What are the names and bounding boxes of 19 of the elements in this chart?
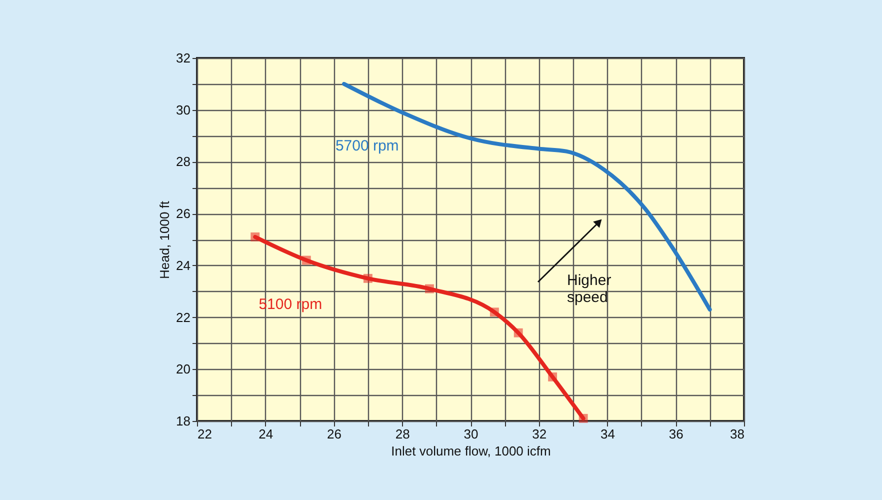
x-tick-label: 36 <box>668 426 684 442</box>
y-tick-label: 18 <box>176 414 190 428</box>
x-tick-label: 24 <box>258 426 274 442</box>
y-tick-label: 20 <box>176 362 190 377</box>
x-tick-label: 32 <box>532 426 547 442</box>
y-tick-label: 32 <box>176 50 190 66</box>
x-tick-label: 34 <box>600 426 615 442</box>
x-tick-label: 26 <box>327 426 342 442</box>
x-tick-label: 22 <box>198 426 212 442</box>
y-tick-label: 30 <box>176 102 190 118</box>
x-axis-title: Inlet volume flow, 1000 icfm <box>391 444 551 458</box>
x-tick-label: 38 <box>730 426 744 442</box>
x-tick-label: 28 <box>395 426 410 442</box>
y-tick-label: 26 <box>176 206 190 222</box>
y-tick-label: 28 <box>176 154 190 170</box>
y-tick-label: 22 <box>176 310 190 325</box>
y-tick-label: 24 <box>176 258 190 273</box>
y-axis-title: Head, 1000 ft <box>157 200 172 280</box>
x-tick-label: 30 <box>464 426 478 442</box>
